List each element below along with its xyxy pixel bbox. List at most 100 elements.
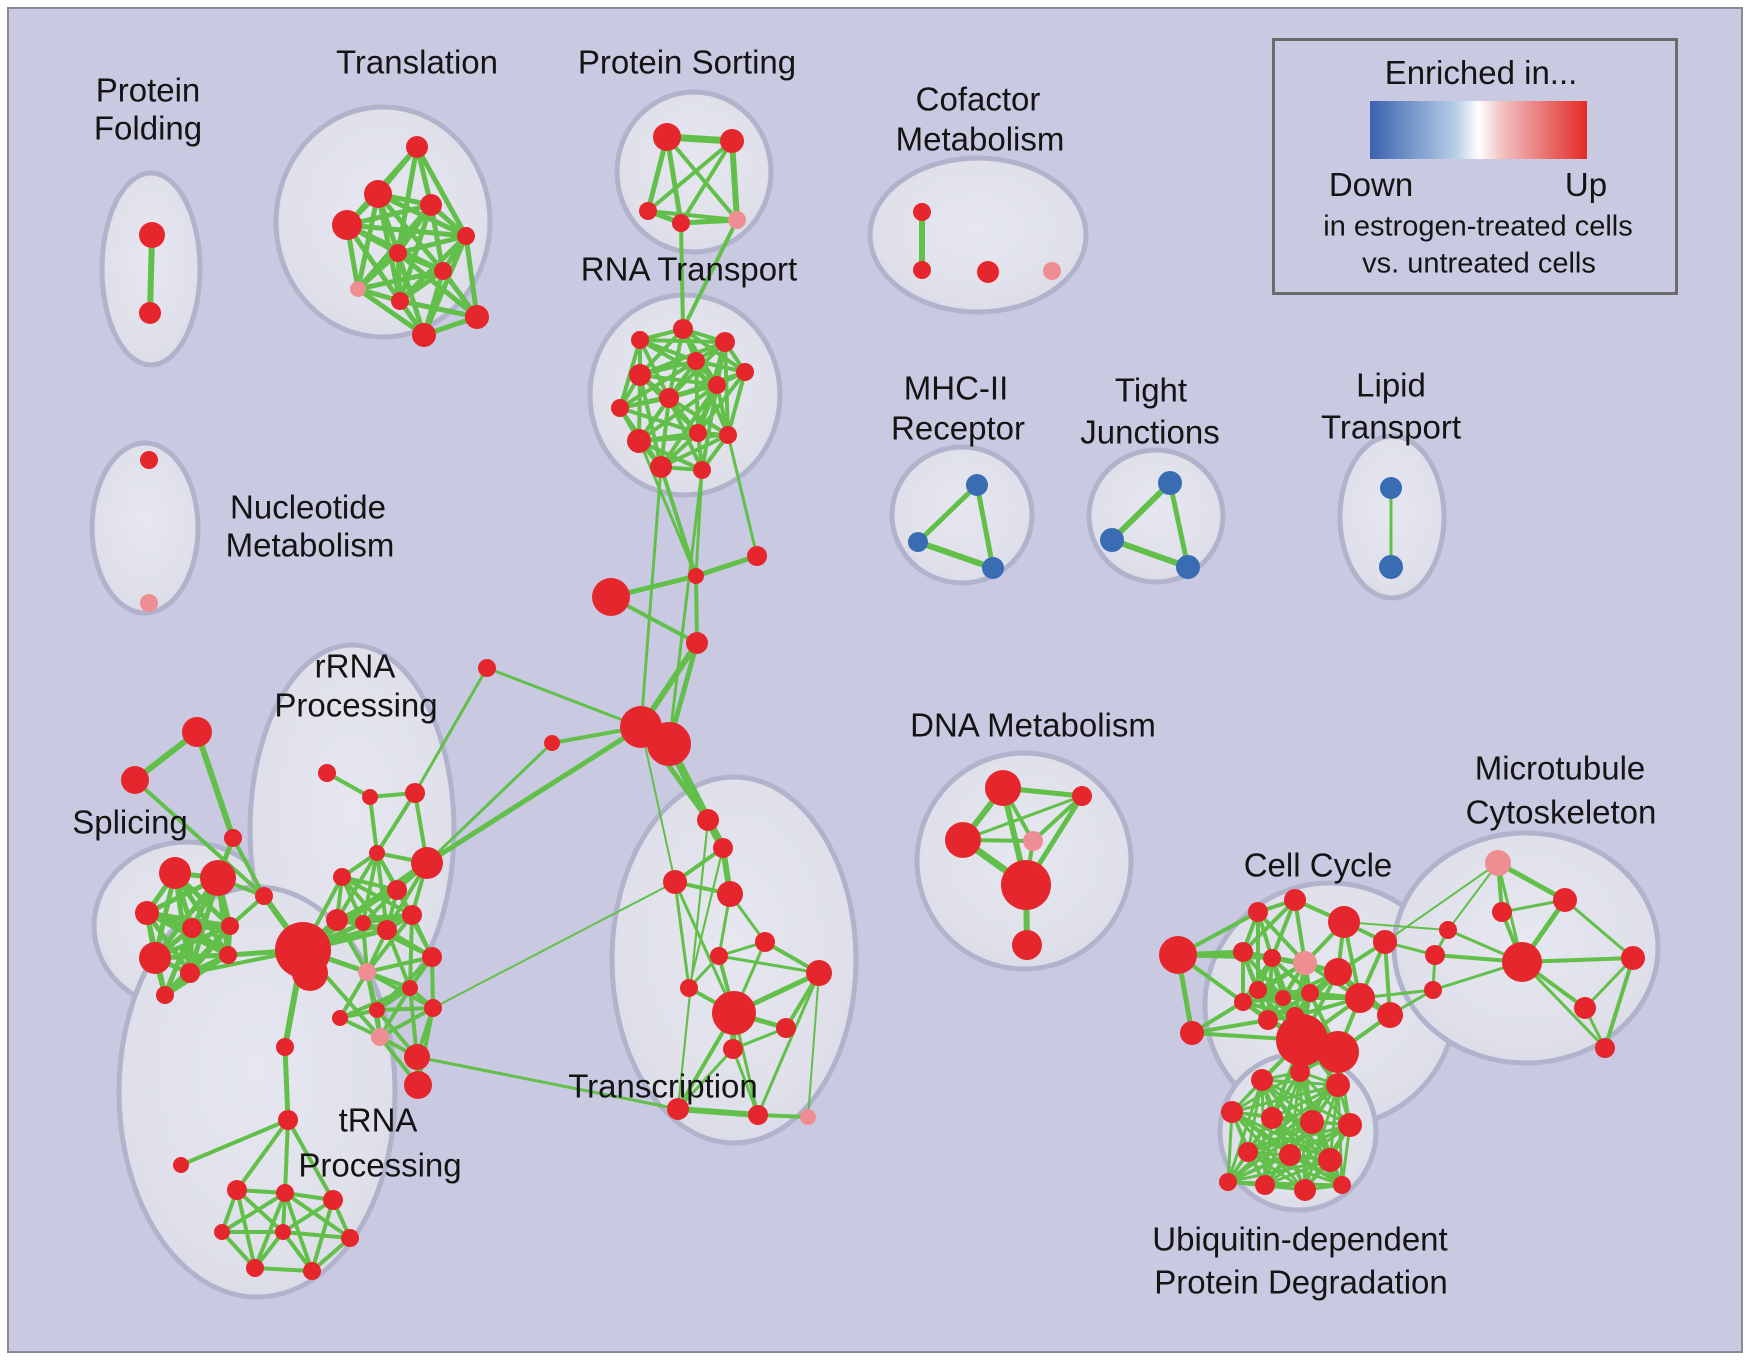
edge-mhc-ii-receptor [915, 482, 980, 545]
gene-set-node-cofactor-metabolism [977, 261, 999, 283]
gene-set-node-rna-transport [736, 363, 754, 381]
inter-cluster-edge [413, 666, 489, 795]
gene-set-node-dna-metabolism [1023, 831, 1043, 851]
edge-rrna-processing [365, 955, 434, 974]
gene-set-node-transcription [667, 1098, 689, 1120]
gene-set-node-splicing [135, 901, 159, 925]
gene-set-node-lipid-transport [1379, 555, 1403, 579]
gene-set-node-connectors [1425, 945, 1445, 965]
gene-set-node-connectors [255, 887, 273, 905]
gene-set-node-ubiquitin-degradation [1294, 1179, 1316, 1201]
edge-translation [344, 222, 403, 304]
edge-rrna-processing [361, 851, 379, 925]
gene-set-node-tight-junctions [1176, 555, 1200, 579]
edge-rna-transport [638, 373, 719, 387]
edge-ubiquitin-degradation [1230, 1083, 1340, 1114]
gene-set-node-cell-cycle [1284, 889, 1306, 911]
gene-set-node-transcription [776, 1018, 796, 1038]
edge-translation [397, 202, 434, 304]
gene-set-node-ubiquitin-degradation [1261, 1107, 1283, 1129]
inter-cluster-edge [639, 465, 663, 729]
gene-set-node-splicing [182, 918, 202, 938]
gene-set-node-connectors [276, 1038, 294, 1056]
gene-set-node-rna-transport [719, 426, 737, 444]
gene-set-node-microtubule-cytoskeleton [1492, 902, 1512, 922]
gene-set-node-protein-sorting [728, 211, 746, 229]
edge-protein-sorting [646, 139, 734, 213]
gene-set-node-rna-transport [650, 456, 672, 478]
cluster-ellipse-cofactor-metabolism [867, 155, 1089, 315]
edge-rrna-processing [365, 913, 414, 974]
edge-rna-transport [638, 338, 727, 344]
gene-set-node-microtubule-cytoskeleton [1439, 921, 1457, 939]
edge-ubiquitin-degradation [1226, 1110, 1234, 1184]
inter-cluster-edge [694, 574, 699, 645]
edge-ubiquitin-degradation [1226, 1153, 1292, 1184]
gene-set-node-mhc-ii-receptor [908, 532, 928, 552]
edge-trna-processing [281, 1230, 352, 1240]
edge-rrna-processing [378, 1006, 435, 1039]
gene-set-node-splicing [139, 942, 171, 974]
gene-set-node-rrna-processing [362, 789, 378, 805]
inter-cluster-edge [179, 1118, 290, 1167]
edge-rna-transport [659, 433, 730, 469]
gene-set-node-rna-transport [689, 424, 707, 442]
gene-set-node-transcription [717, 881, 743, 907]
gene-set-node-translation [350, 281, 366, 297]
gene-set-node-translation [389, 244, 407, 262]
gene-set-node-transcription [710, 947, 728, 965]
gene-set-node-dna-metabolism [1072, 786, 1092, 806]
gene-set-node-rna-transport [708, 376, 726, 394]
edge-trna-processing [253, 1266, 314, 1273]
gene-set-node-splicing [221, 917, 239, 935]
gene-set-node-rna-transport [659, 388, 679, 408]
edge-rna-transport [659, 396, 671, 469]
edge-mhc-ii-receptor [974, 482, 996, 571]
gene-set-node-ubiquitin-degradation [1279, 1144, 1301, 1166]
edge-ubiquitin-degradation [1270, 1083, 1340, 1120]
gene-set-node-dna-metabolism [1001, 860, 1051, 910]
gene-set-node-microtubule-cytoskeleton [1485, 850, 1511, 876]
gene-set-node-translation [391, 292, 409, 310]
gene-set-node-rrna-processing [387, 880, 407, 900]
gene-set-node-transcription [680, 979, 698, 997]
gene-set-node-tight-junctions [1100, 528, 1124, 552]
gene-set-node-transcription [800, 1109, 816, 1125]
gene-set-node-rna-transport [693, 461, 711, 479]
gene-set-node-trna-processing [214, 1224, 230, 1240]
edge-transcription [673, 880, 736, 1015]
gene-set-node-mhc-ii-receptor [966, 474, 988, 496]
gene-set-node-cell-cycle [1263, 949, 1281, 967]
gene-set-node-rna-transport [629, 364, 651, 386]
gene-set-node-dna-metabolism [945, 822, 981, 858]
gene-set-node-rna-transport [673, 319, 693, 339]
inter-cluster-edge [424, 724, 644, 866]
gene-set-node-microtubule-cytoskeleton [1553, 888, 1577, 912]
gene-set-node-rrna-processing [404, 1071, 432, 1099]
gene-set-node-rrna-processing [358, 963, 376, 981]
gene-set-node-translation [412, 323, 436, 347]
legend: Enriched in... Down Up in estrogen-treat… [1272, 38, 1678, 295]
legend-up-label: Up [1564, 166, 1608, 203]
edge-ubiquitin-degradation [1336, 1083, 1344, 1187]
gene-set-node-connectors [121, 766, 149, 794]
edge-transcription [731, 1047, 760, 1117]
edge-translation [397, 298, 480, 320]
gene-set-node-ubiquitin-degradation [1251, 1069, 1273, 1091]
gene-set-node-connectors [647, 722, 691, 766]
gene-set-node-nucleotide-metabolism [140, 451, 158, 469]
gene-set-node-dna-metabolism [985, 770, 1021, 806]
inter-cluster-edge [1190, 1018, 1270, 1035]
gene-set-node-transcription [806, 960, 832, 986]
gene-set-node-nucleotide-metabolism [140, 594, 158, 612]
gene-set-node-connectors [224, 829, 242, 847]
gene-set-node-cell-cycle [1293, 951, 1317, 975]
edge-translation [395, 233, 469, 256]
gene-set-node-cell-cycle [1317, 1031, 1359, 1073]
inter-cluster-edge [432, 881, 676, 1009]
gene-set-node-microtubule-cytoskeleton [1595, 1038, 1615, 1058]
gene-set-node-protein-folding [139, 222, 165, 248]
gene-set-node-connectors [1159, 936, 1197, 974]
inter-cluster-edge [415, 1055, 680, 1111]
